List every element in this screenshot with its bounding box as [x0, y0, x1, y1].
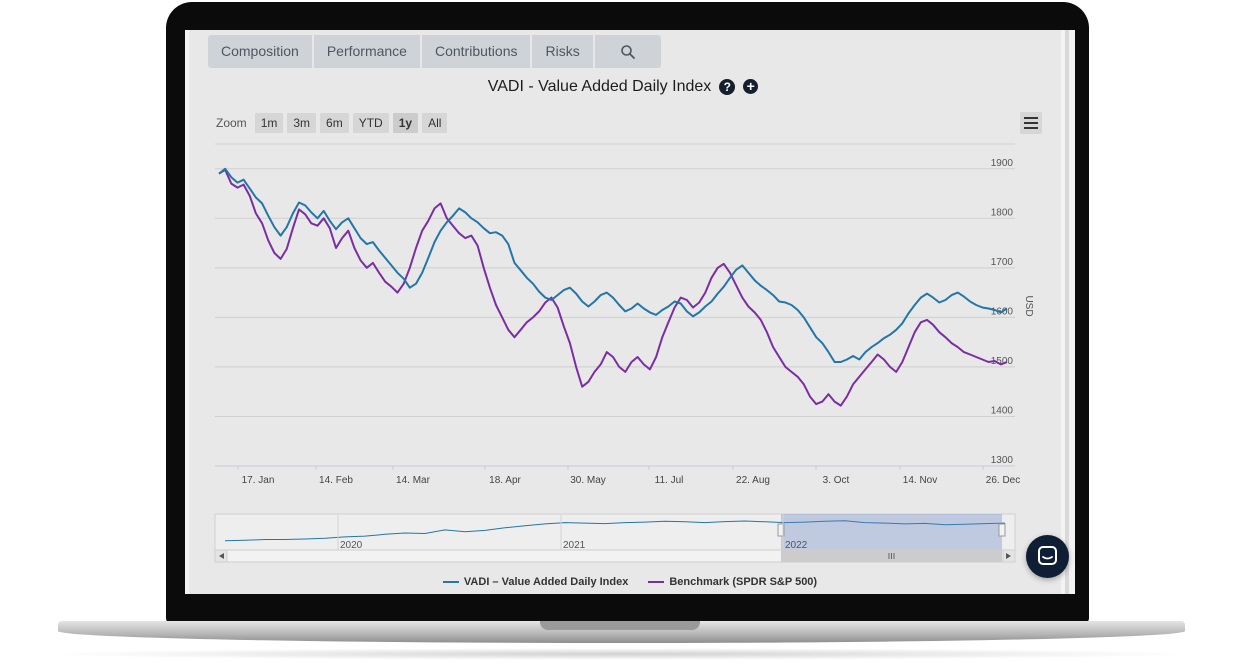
x-tick-label: 22. Aug — [736, 475, 770, 486]
y-tick-label: 1300 — [991, 455, 1014, 466]
question-circle-icon[interactable]: ? — [719, 78, 736, 95]
x-tick-label: 30. May — [570, 475, 606, 486]
legend-item-benchmark[interactable]: Benchmark (SPDR S&P 500) — [648, 576, 817, 588]
chevron-left-icon — [219, 553, 224, 559]
laptop-screen: Composition Performance Contributions Ri… — [185, 30, 1075, 594]
navigator-handle-left[interactable] — [777, 523, 785, 537]
x-tick-label: 11. Jul — [655, 475, 684, 486]
y-tick-label: 1700 — [991, 257, 1014, 268]
zoom-1m-button[interactable]: 1m — [254, 113, 284, 133]
zoom-3m-button[interactable]: 3m — [287, 113, 317, 133]
navigator-selected-range[interactable] — [781, 514, 1002, 550]
chart-legend: VADI – Value Added Daily Index Benchmark… — [185, 576, 1075, 588]
chat-launcher-button[interactable] — [1026, 535, 1069, 578]
tab-bar: Composition Performance Contributions Ri… — [208, 35, 663, 68]
x-tick-label: 14. Mar — [396, 475, 431, 486]
chart-title-row: VADI - Value Added Daily Index? + — [185, 76, 1061, 98]
laptop-notch — [540, 621, 700, 630]
navigator-handle-right[interactable] — [998, 523, 1006, 537]
laptop-shadow — [40, 648, 1200, 660]
zoom-ytd-button[interactable]: YTD — [352, 113, 389, 133]
series-line-vadi — [218, 167, 1008, 363]
zoom-1y-button[interactable]: 1y — [392, 113, 419, 133]
tab-contributions[interactable]: Contributions — [421, 35, 531, 68]
chart-menu-button[interactable] — [1020, 112, 1042, 134]
y-tick-label: 1900 — [991, 158, 1014, 169]
navigator-year-label: 2022 — [785, 540, 808, 551]
x-tick-label: 18. Apr — [489, 475, 521, 486]
scrollbar-track[interactable] — [1061, 30, 1075, 594]
hamburger-menu-icon-bar — [1024, 127, 1038, 129]
x-tick-label: 14. Nov — [903, 475, 937, 486]
chart-title: VADI - Value Added Daily Index — [487, 78, 712, 95]
series-line-benchmark — [218, 168, 1008, 407]
hamburger-menu-icon-bar — [1024, 122, 1038, 124]
x-tick-label: 26. Dec — [986, 475, 1020, 486]
navigator-year-label: 2021 — [563, 540, 586, 551]
y-tick-label: 1800 — [991, 207, 1014, 218]
x-tick-label: 17. Jan — [242, 475, 275, 486]
laptop-base — [58, 621, 1185, 643]
legend-swatch-vadi — [442, 581, 459, 583]
x-tick-label: 3. Oct — [823, 475, 850, 486]
legend-item-vadi[interactable]: VADI – Value Added Daily Index — [442, 576, 629, 588]
legend-label-benchmark: Benchmark (SPDR S&P 500) — [669, 576, 818, 588]
y-axis-label: USD — [1023, 295, 1034, 316]
legend-swatch-benchmark — [648, 581, 665, 583]
navigator-area[interactable] — [214, 513, 1016, 551]
x-tick-label: 14. Feb — [319, 475, 353, 486]
tab-composition[interactable]: Composition — [208, 35, 312, 68]
hamburger-menu-icon — [1024, 117, 1038, 119]
navigator-year-label: 2020 — [340, 540, 363, 551]
zoom-controls: Zoom 1m 3m 6m YTD 1y All — [216, 113, 448, 133]
zoom-all-button[interactable]: All — [422, 113, 448, 133]
scrollbar-thumb[interactable] — [1065, 30, 1069, 594]
chevron-right-icon — [1006, 553, 1011, 559]
y-tick-label: 1400 — [991, 405, 1014, 416]
tab-search[interactable] — [594, 35, 661, 68]
navigator-series-line — [224, 520, 1006, 542]
search-icon — [620, 44, 635, 59]
zoom-6m-button[interactable]: 6m — [320, 113, 349, 133]
tab-performance[interactable]: Performance — [313, 35, 420, 68]
zoom-label: Zoom — [216, 116, 247, 130]
screen-left-edge — [185, 30, 189, 594]
tab-risks[interactable]: Risks — [532, 35, 593, 68]
plus-circle-icon[interactable]: + — [743, 79, 759, 95]
legend-label-vadi: VADI – Value Added Daily Index — [463, 576, 629, 588]
y-tick-label: 1500 — [991, 356, 1014, 367]
chat-bubble-icon — [1038, 546, 1057, 565]
